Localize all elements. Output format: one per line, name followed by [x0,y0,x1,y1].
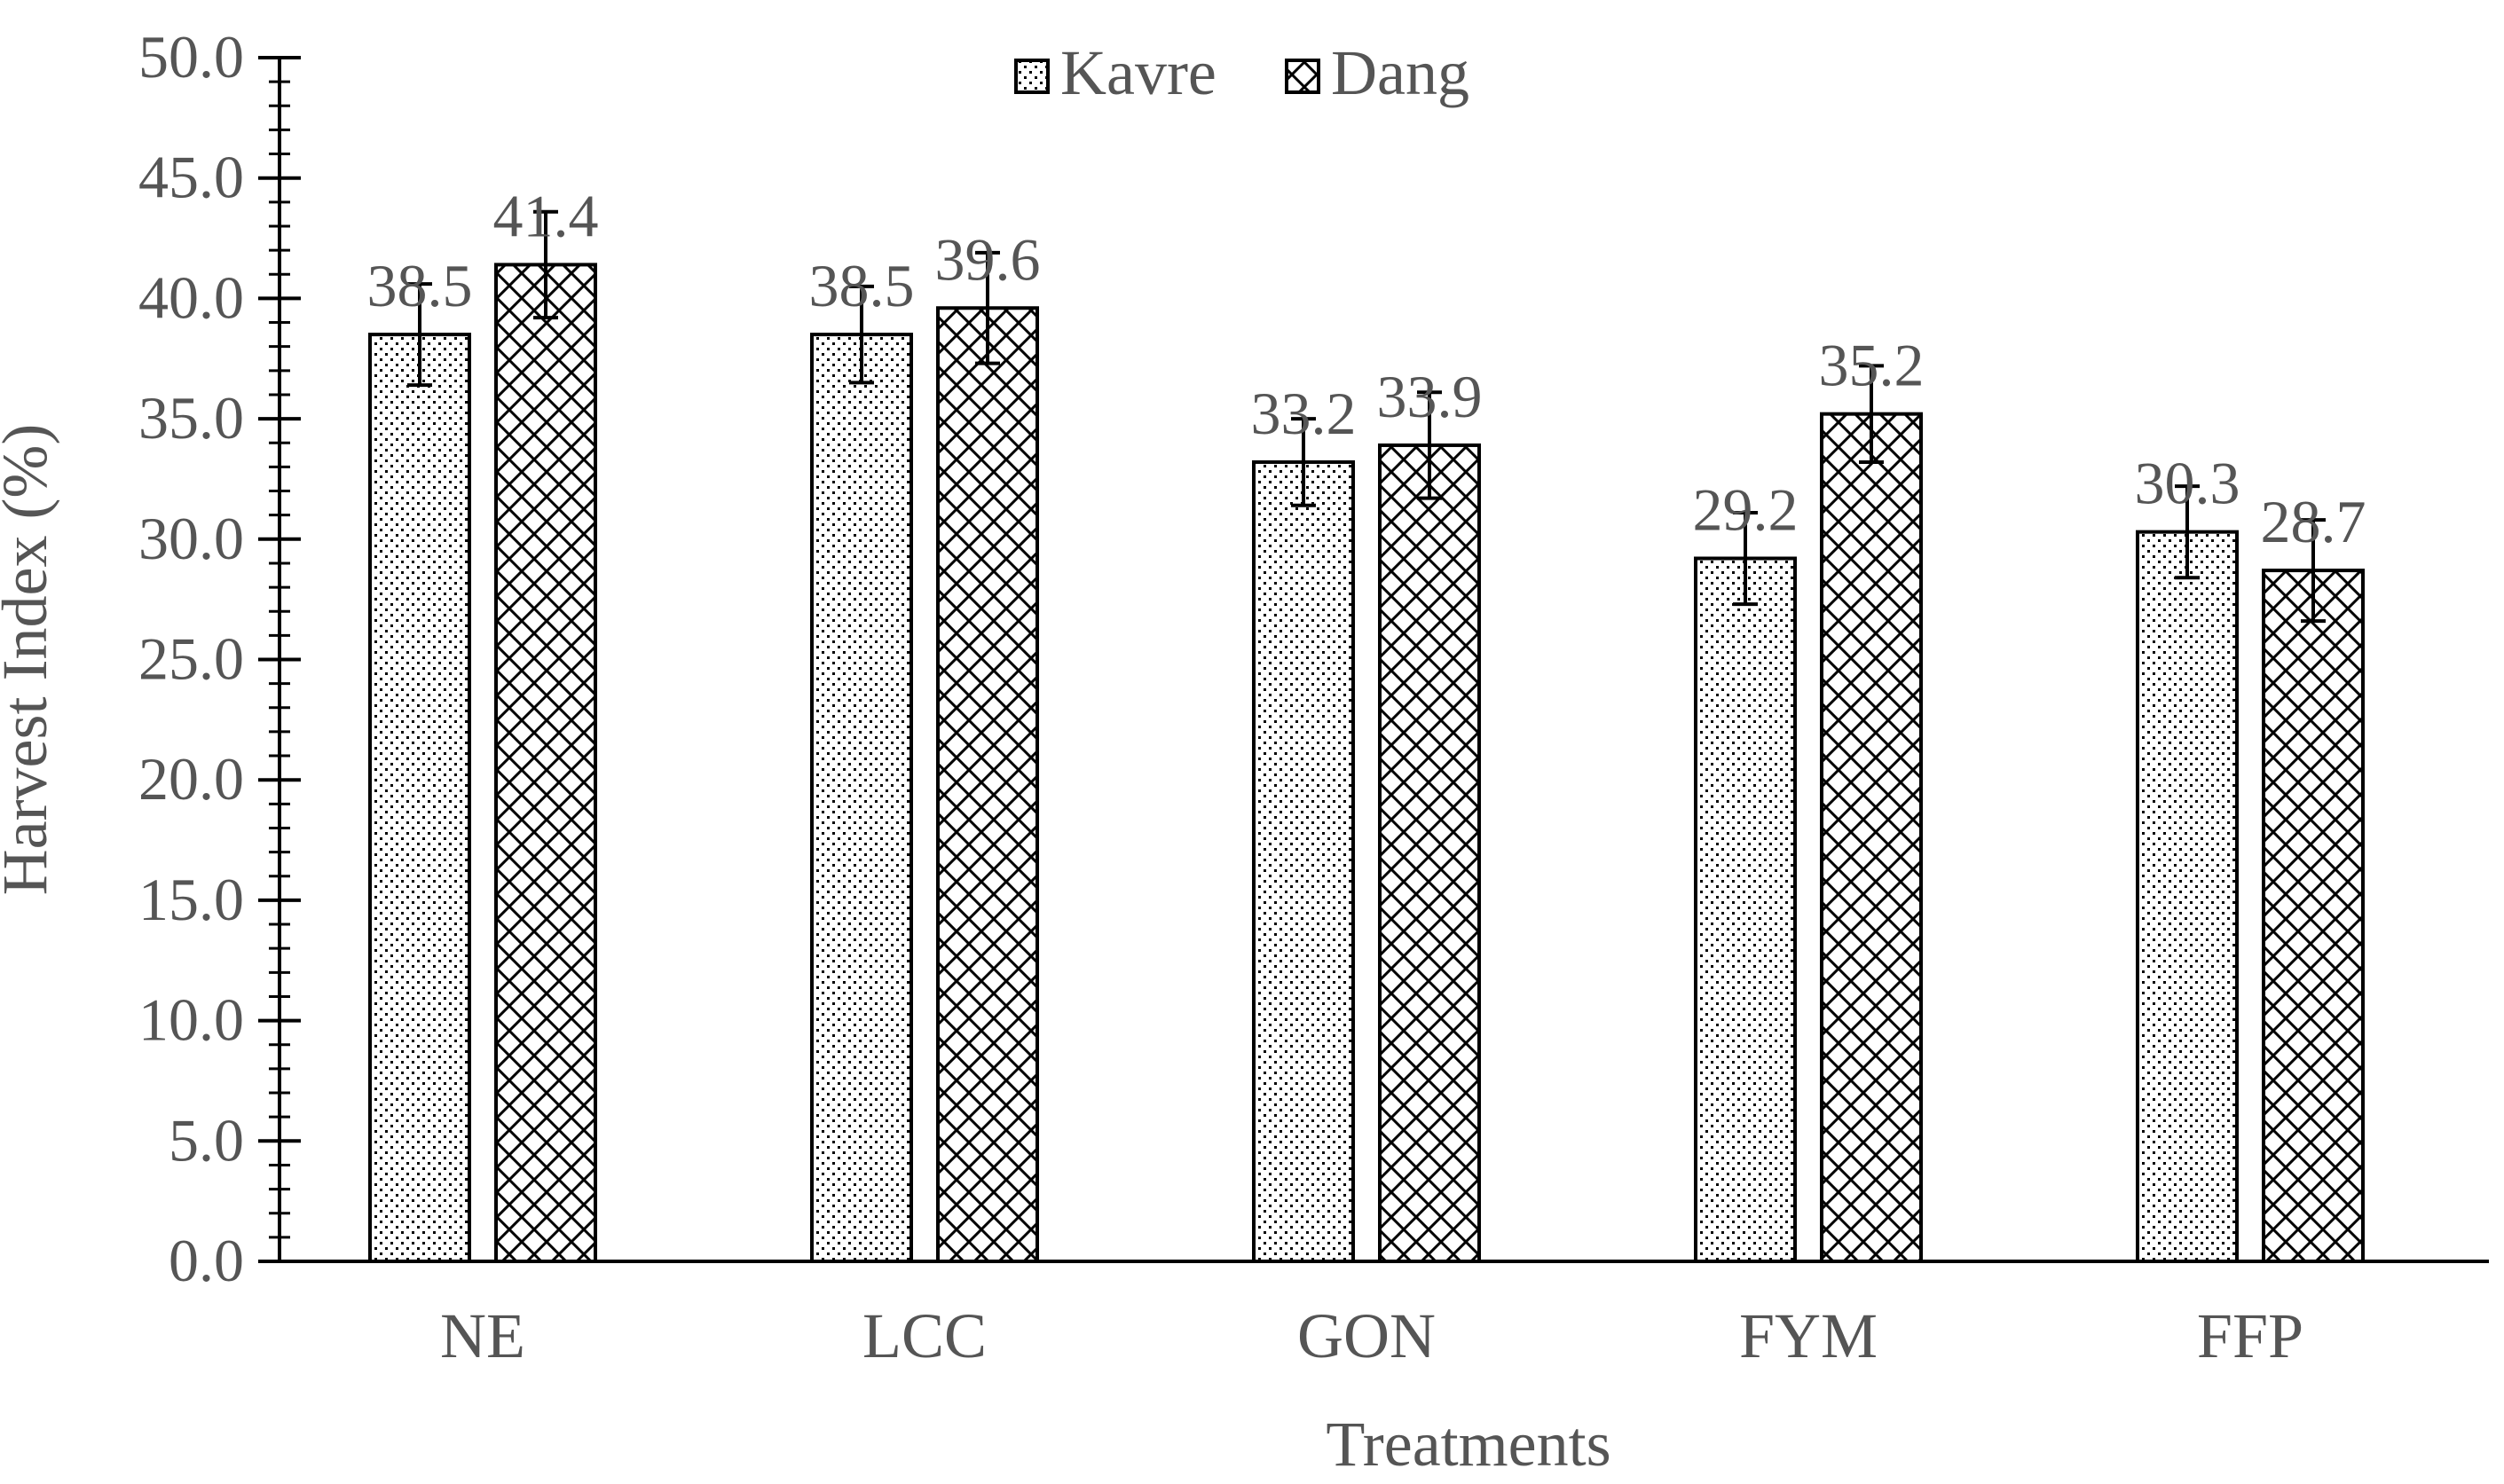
y-tick-label: 50.0 [138,23,244,90]
legend: Kavre Dang [1014,37,1469,108]
y-tick-label: 40.0 [138,263,244,331]
bar-dang-ffp [2262,569,2365,1263]
x-tick-label: FFP [2197,1300,2303,1371]
legend-label-kavre: Kavre [1060,37,1217,108]
bar-kavre-fym [1694,556,1797,1263]
y-tick-label: 25.0 [138,625,244,693]
axes: 0.0 5.0 10.0 15.0 20.0 25.0 30.0 35.0 40.0 45.0 50… [0,23,2489,1480]
bar-kavre-gon [1252,459,1355,1263]
bar-dang-gon [1378,443,1481,1264]
y-tick-label: 30.0 [138,505,244,572]
y-tick-label: 5.0 [169,1106,244,1174]
x-tick-label: GON [1297,1300,1436,1371]
labels: NE 38.5 41.4 LCC 38.5 39.6 GON 33.2 33.9 FYM 29.2 3… [367,182,2366,1371]
bar-dang-lcc [936,306,1039,1264]
bar-kavre-ffp [2136,530,2239,1263]
bar-dang-ne [494,263,597,1263]
data-label: 38.5 [367,252,473,319]
y-tick-label: 15.0 [138,866,244,933]
y-tick-label: 0.0 [169,1227,244,1294]
y-tick-label: 35.0 [138,384,244,451]
x-tick-label: LCC [862,1300,987,1371]
x-tick-label: FYM [1739,1300,1878,1371]
data-label: 41.4 [493,182,599,249]
data-label: 35.2 [1819,332,1925,399]
y-tick-label: 20.0 [138,745,244,813]
data-label: 30.3 [2135,450,2240,517]
y-tick-label: 45.0 [138,144,244,211]
data-label: 33.2 [1251,380,1357,447]
bars [368,209,2365,1264]
legend-label-dang: Dang [1331,37,1469,108]
legend-swatch-kavre [1014,59,1050,94]
y-tick-label: 10.0 [138,986,244,1054]
data-label: 29.2 [1693,476,1799,544]
y-axis-title: Harvest Index (%) [0,424,60,896]
bar-kavre-lcc [810,333,913,1263]
data-label: 28.7 [2261,488,2366,555]
data-label: 33.9 [1377,363,1483,430]
bar-kavre-ne [368,333,471,1263]
legend-swatch-dang [1285,59,1320,94]
data-label: 39.6 [935,225,1041,293]
x-axis-title: Treatments [1326,1409,1610,1480]
bar-dang-fym [1820,412,1923,1263]
x-tick-label: NE [440,1300,525,1371]
data-label: 38.5 [809,252,915,319]
